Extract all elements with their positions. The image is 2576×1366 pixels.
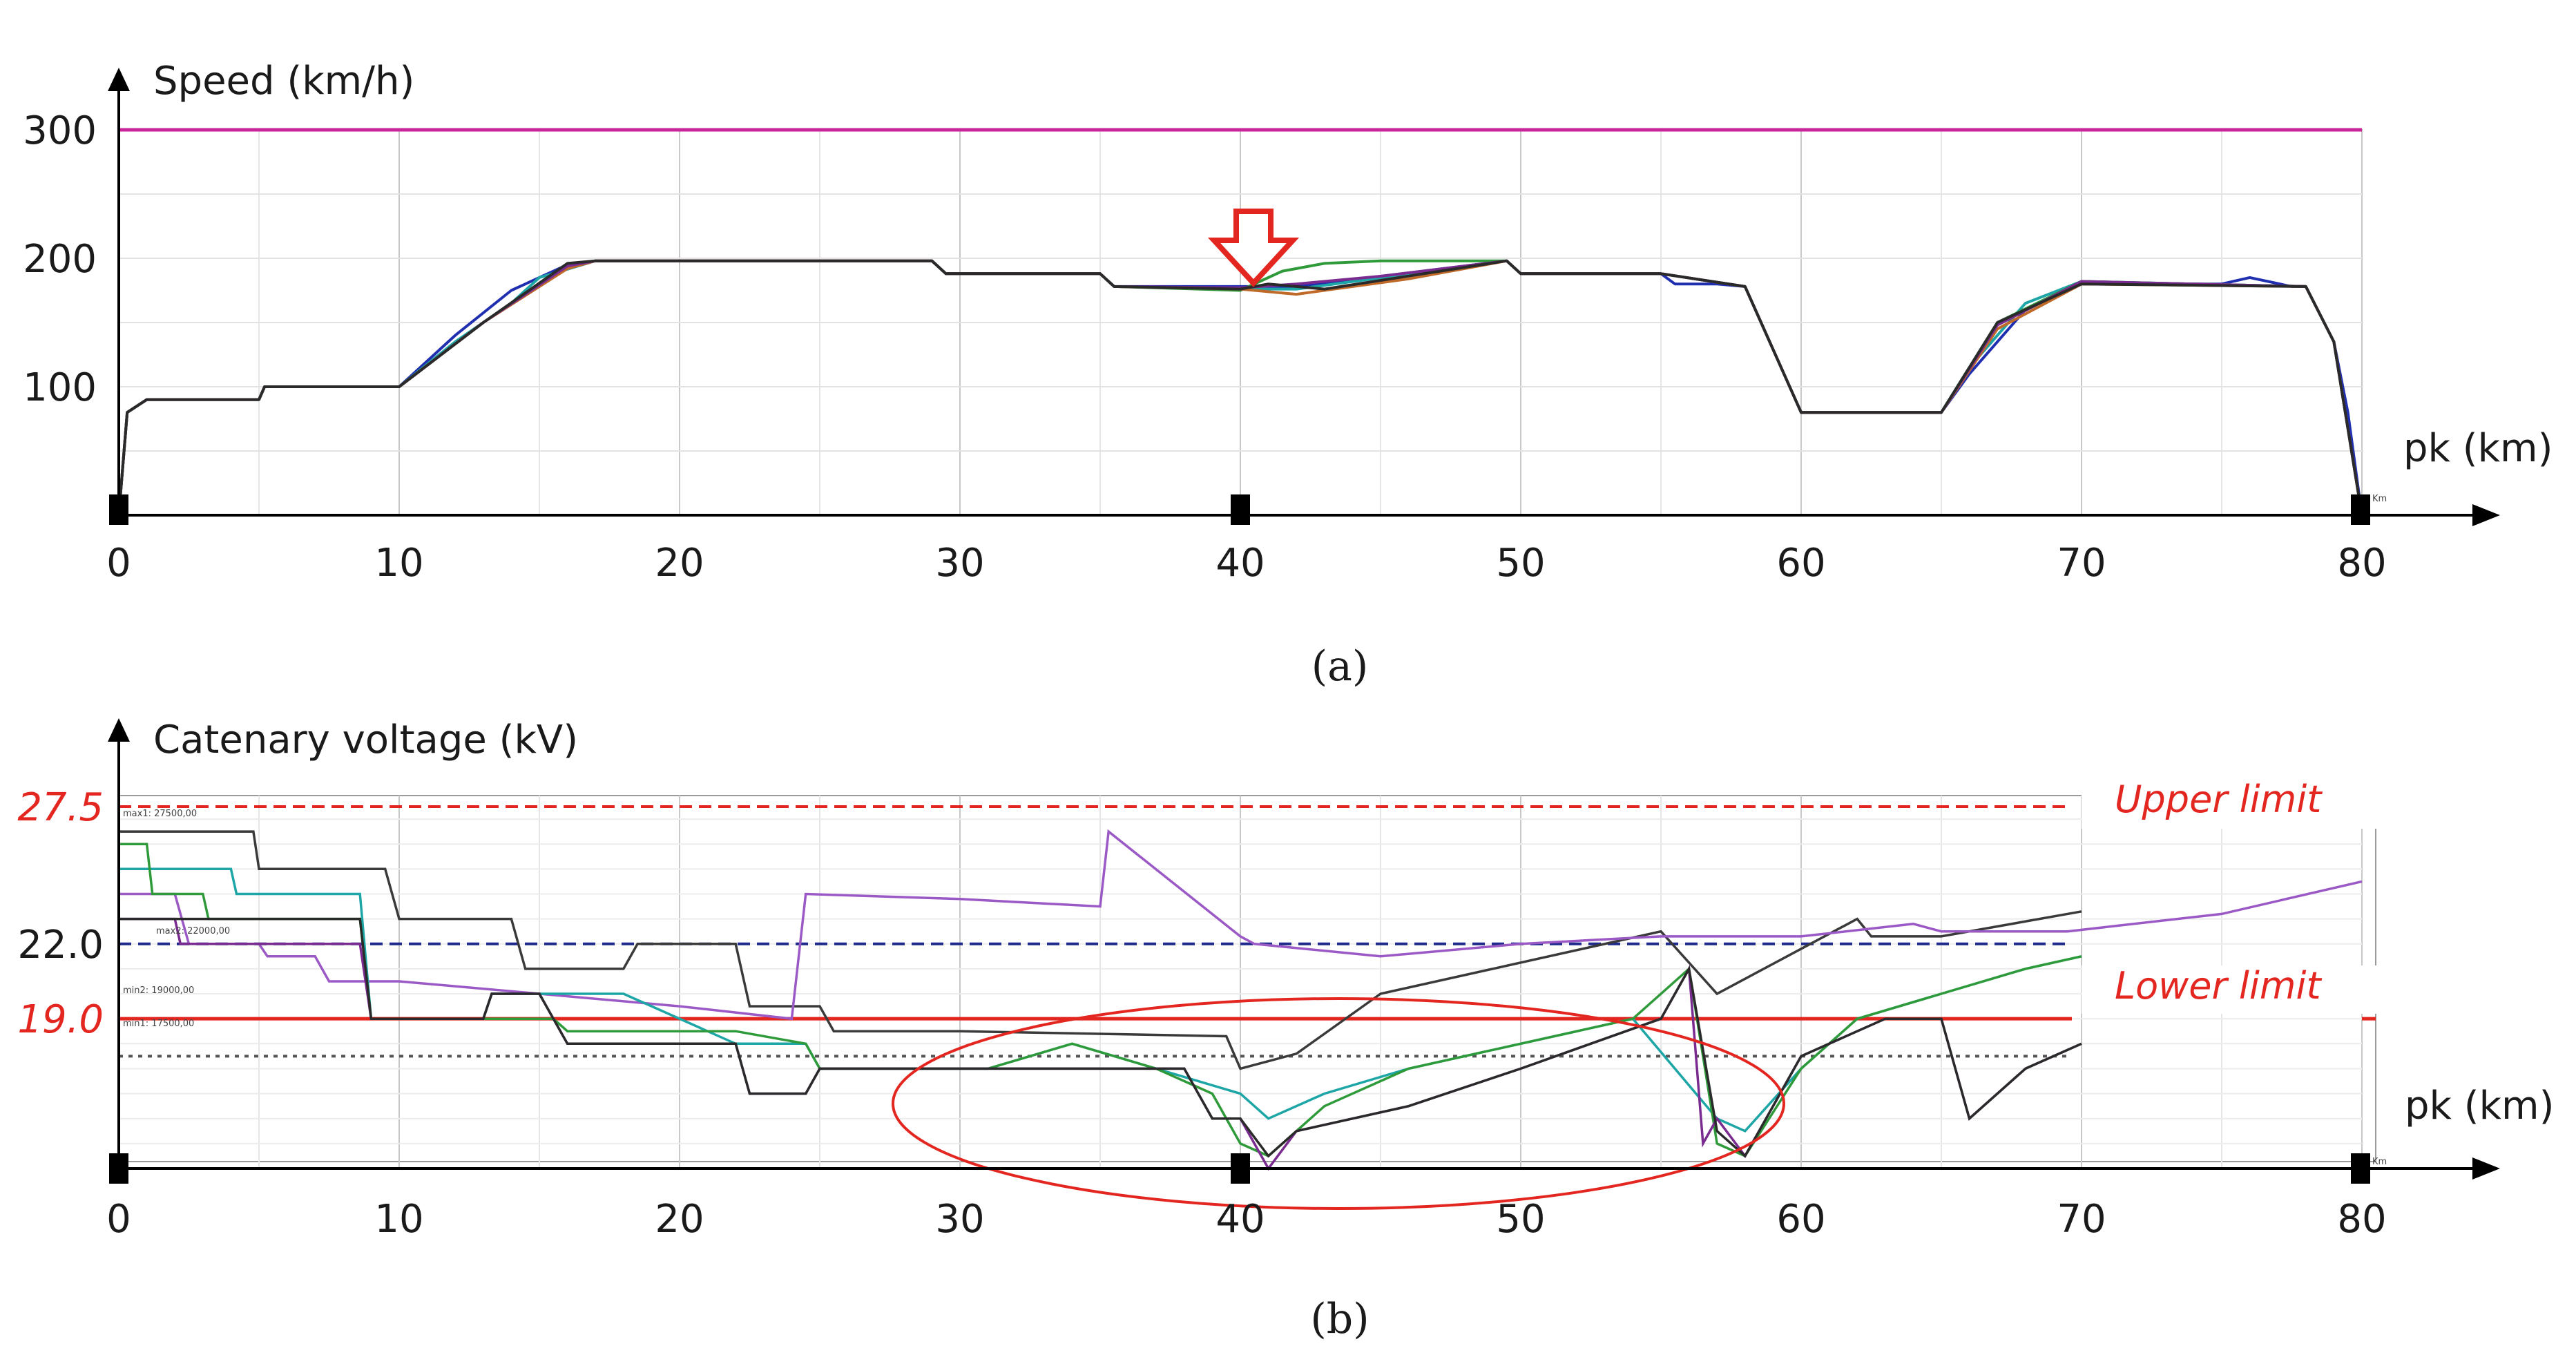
voltage-plot-area [118,795,2376,1162]
small-label-max1: max1: 27500,00 [123,809,197,819]
caption-b: (b) [1310,1295,1369,1343]
voltage-y-ticks: 27.5 22.0 19.0 [17,785,104,1042]
speed-x-tick: 60 [1776,541,1825,586]
small-label-min2: min2: 19000,00 [123,985,194,996]
voltage-series-2 [119,829,2363,1021]
speed-x-tick: 30 [935,541,984,586]
speed-y-tick: 100 [23,365,97,410]
voltage-x-tick: 80 [2337,1197,2386,1242]
voltage-y-tick: 19.0 [17,997,104,1042]
axis-marker-80-b [2351,1153,2370,1184]
voltage-y-title: Catenary voltage (kV) [153,718,578,762]
axis-marker-80 [2351,494,2370,525]
upper-limit-label-bg [2082,773,2385,829]
voltage-y-tick: 22.0 [17,923,104,968]
speed-series [117,259,2363,516]
annotation-ellipse [892,997,1785,1210]
voltage-chart: Upper limit Lower limit max1: 27500,00 m… [17,718,2554,1343]
upper-limit-label: Upper limit [2115,778,2323,821]
axis-marker-40-b [1231,1153,1250,1184]
x-unit-tag: Km [2372,494,2387,504]
speed-x-tick: 80 [2337,541,2386,586]
speed-x-tick: 20 [655,541,704,586]
voltage-x-axis-arrow [2472,1157,2500,1180]
voltage-x-ticks: 0 10 20 30 40 50 60 70 80 [106,1197,2386,1242]
voltage-x-tick: 0 [106,1197,131,1242]
axis-marker-0 [109,494,128,525]
speed-x-tick: 70 [2057,541,2106,586]
voltage-series [119,829,2363,1171]
annotation-down-arrow [1207,209,1300,287]
voltage-x-title: pk (km) [2405,1084,2554,1128]
voltage-series-6 [119,917,2082,1158]
voltage-x-tick: 70 [2057,1197,2106,1242]
voltage-x-tick: 30 [935,1197,984,1242]
speed-x-tick: 0 [106,541,131,586]
voltage-y-axis-arrow [108,718,130,742]
axis-marker-0-b [109,1153,128,1184]
caption-a: (a) [1311,642,1369,691]
voltage-series-1 [119,830,2082,1070]
speed-x-title: pk (km) [2403,426,2553,471]
speed-y-title: Speed (km/h) [153,59,414,104]
speed-x-ticks: 0 10 20 30 40 50 60 70 80 [106,541,2386,586]
voltage-x-tick: 20 [655,1197,704,1242]
speed-y-tick: 300 [23,108,97,153]
voltage-x-tick: 40 [1215,1197,1265,1242]
speed-x-tick: 50 [1496,541,1545,586]
axis-marker-40 [1231,494,1250,525]
speed-y-ticks: 100 200 300 [23,108,97,410]
speed-x-axis-arrow [2472,504,2500,526]
x-unit-tag-b: Km [2372,1157,2387,1167]
small-label-max2: max2: 22000,00 [156,926,230,936]
speed-chart: Km Speed (km/h) pk (km) 0 10 20 30 40 50 60 70 8… [23,59,2553,691]
small-label-min1: min1: 17500,00 [123,1019,194,1029]
speed-y-tick: 200 [23,237,97,282]
speed-x-tick: 10 [374,541,423,586]
speed-x-tick: 40 [1215,541,1265,586]
lower-limit-label-bg [2082,965,2385,1014]
lower-limit-label: Lower limit [2115,964,2322,1008]
speed-y-axis-arrow [108,68,130,91]
voltage-x-tick: 60 [1776,1197,1825,1242]
voltage-x-tick: 50 [1496,1197,1545,1242]
speed-series-6 [117,259,2363,516]
voltage-x-tick: 10 [374,1197,423,1242]
voltage-y-tick: 27.5 [17,785,104,830]
